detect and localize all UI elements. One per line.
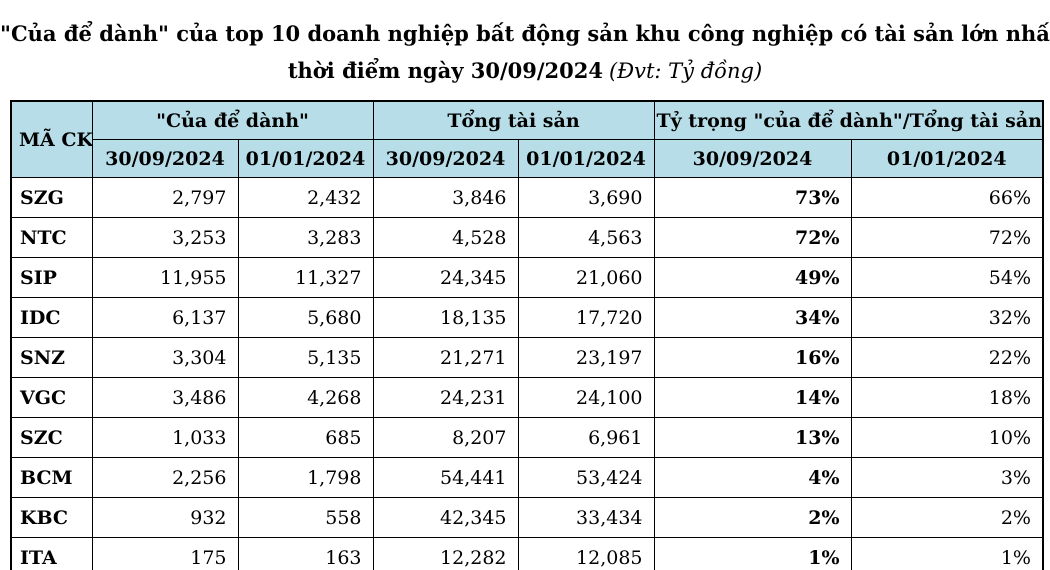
pct-3009-cell: 72%: [653, 217, 852, 258]
pct-3009-cell: 13%: [653, 417, 852, 458]
cdd-3009-cell: 6,137: [91, 297, 239, 338]
tts-0101-cell: 21,060: [517, 257, 655, 298]
ticker-cell: SZG: [10, 177, 93, 218]
cdd-0101-cell: 5,135: [237, 337, 374, 378]
cdd-0101-cell: 685: [237, 417, 374, 458]
pct-0101-cell: 32%: [850, 297, 1044, 338]
chart-title: "Của để dành" của top 10 doanh nghiệp bấ…: [0, 0, 1050, 90]
pct-3009-cell: 73%: [653, 177, 852, 218]
header-group-tong-tai-san: Tổng tài sản: [372, 100, 655, 140]
tts-3009-cell: 21,271: [372, 337, 519, 378]
pct-0101-cell: 66%: [850, 177, 1044, 218]
pct-3009-cell: 16%: [653, 337, 852, 378]
header-date-row: 30/09/2024 01/01/2024 30/09/2024 01/01/2…: [11, 139, 1044, 178]
tts-0101-cell: 53,424: [517, 457, 655, 498]
pct-0101-cell: 22%: [850, 337, 1044, 378]
cdd-3009-cell: 932: [91, 497, 239, 538]
pct-0101-cell: 18%: [850, 377, 1044, 418]
tts-0101-cell: 33,434: [517, 497, 655, 538]
header-group-ty-trong: Tỷ trọng "của để dành"/Tổng tài sản: [653, 100, 1044, 140]
table-row: NTC 3,253 3,283 4,528 4,563 72% 72%: [10, 217, 1044, 258]
table-row: SZG 2,797 2,432 3,846 3,690 73% 66%: [10, 177, 1044, 218]
ticker-cell: SIP: [10, 257, 93, 298]
ticker-cell: ITA: [10, 537, 93, 570]
pct-3009-cell: 4%: [653, 457, 852, 498]
header-pct-date-1: 30/09/2024: [653, 139, 852, 178]
tts-0101-cell: 3,690: [517, 177, 655, 218]
tts-3009-cell: 42,345: [372, 497, 519, 538]
header-pct-date-2: 01/01/2024: [850, 139, 1044, 178]
tts-3009-cell: 54,441: [372, 457, 519, 498]
ticker-cell: VGC: [10, 377, 93, 418]
cdd-0101-cell: 4,268: [237, 377, 374, 418]
pct-0101-cell: 54%: [850, 257, 1044, 298]
tts-3009-cell: 18,135: [372, 297, 519, 338]
header-cdd-date-1: 30/09/2024: [91, 139, 239, 178]
cdd-3009-cell: 175: [91, 537, 239, 570]
tts-3009-cell: 3,846: [372, 177, 519, 218]
table-row: SNZ 3,304 5,135 21,271 23,197 16% 22%: [10, 337, 1044, 378]
cdd-0101-cell: 1,798: [237, 457, 374, 498]
pct-3009-cell: 14%: [653, 377, 852, 418]
header-ticker: MÃ CK: [10, 100, 93, 178]
data-table: MÃ CK "Của để dành" Tổng tài sản Tỷ trọn…: [10, 100, 1044, 570]
table-row: SIP 11,955 11,327 24,345 21,060 49% 54%: [10, 257, 1044, 298]
tts-3009-cell: 24,345: [372, 257, 519, 298]
pct-0101-cell: 3%: [850, 457, 1044, 498]
pct-3009-cell: 2%: [653, 497, 852, 538]
ticker-cell: NTC: [10, 217, 93, 258]
cdd-0101-cell: 11,327: [237, 257, 374, 298]
ticker-cell: IDC: [10, 297, 93, 338]
cdd-0101-cell: 2,432: [237, 177, 374, 218]
pct-0101-cell: 72%: [850, 217, 1044, 258]
header-group-cua-de-danh: "Của để dành": [91, 100, 374, 140]
header-tts-date-1: 30/09/2024: [372, 139, 519, 178]
cdd-3009-cell: 2,256: [91, 457, 239, 498]
title-line-1: "Của để dành" của top 10 doanh nghiệp bấ…: [0, 21, 1050, 46]
tts-3009-cell: 4,528: [372, 217, 519, 258]
pct-3009-cell: 34%: [653, 297, 852, 338]
tts-0101-cell: 4,563: [517, 217, 655, 258]
cdd-3009-cell: 2,797: [91, 177, 239, 218]
tts-0101-cell: 12,085: [517, 537, 655, 570]
ticker-cell: KBC: [10, 497, 93, 538]
cdd-0101-cell: 163: [237, 537, 374, 570]
table-row: KBC 932 558 42,345 33,434 2% 2%: [10, 497, 1044, 538]
title-date: thời điểm ngày 30/09/2024: [287, 58, 603, 83]
table-row: BCM 2,256 1,798 54,441 53,424 4% 3%: [10, 457, 1044, 498]
cdd-0101-cell: 5,680: [237, 297, 374, 338]
tts-3009-cell: 12,282: [372, 537, 519, 570]
table-row: IDC 6,137 5,680 18,135 17,720 34% 32%: [10, 297, 1044, 338]
pct-0101-cell: 1%: [850, 537, 1044, 570]
table-row: VGC 3,486 4,268 24,231 24,100 14% 18%: [10, 377, 1044, 418]
cdd-3009-cell: 3,486: [91, 377, 239, 418]
pct-3009-cell: 1%: [653, 537, 852, 570]
title-line-2: thời điểm ngày 30/09/2024 (Đvt: Tỷ đồng): [0, 52, 1050, 90]
ticker-cell: SNZ: [10, 337, 93, 378]
ticker-cell: BCM: [10, 457, 93, 498]
cdd-3009-cell: 3,253: [91, 217, 239, 258]
table-row: ITA 175 163 12,282 12,085 1% 1%: [10, 537, 1044, 570]
pct-0101-cell: 2%: [850, 497, 1044, 538]
cdd-3009-cell: 11,955: [91, 257, 239, 298]
tts-0101-cell: 6,961: [517, 417, 655, 458]
title-unit: (Đvt: Tỷ đồng): [608, 59, 763, 83]
cdd-3009-cell: 3,304: [91, 337, 239, 378]
cdd-3009-cell: 1,033: [91, 417, 239, 458]
cdd-0101-cell: 3,283: [237, 217, 374, 258]
ticker-cell: SZC: [10, 417, 93, 458]
tts-0101-cell: 24,100: [517, 377, 655, 418]
pct-3009-cell: 49%: [653, 257, 852, 298]
cdd-0101-cell: 558: [237, 497, 374, 538]
header-group-row: MÃ CK "Của để dành" Tổng tài sản Tỷ trọn…: [10, 100, 1044, 178]
tts-3009-cell: 8,207: [372, 417, 519, 458]
header-cdd-date-2: 01/01/2024: [237, 139, 374, 178]
tts-0101-cell: 23,197: [517, 337, 655, 378]
tts-3009-cell: 24,231: [372, 377, 519, 418]
tts-0101-cell: 17,720: [517, 297, 655, 338]
header-tts-date-2: 01/01/2024: [517, 139, 655, 178]
pct-0101-cell: 10%: [850, 417, 1044, 458]
table-row: SZC 1,033 685 8,207 6,961 13% 10%: [10, 417, 1044, 458]
